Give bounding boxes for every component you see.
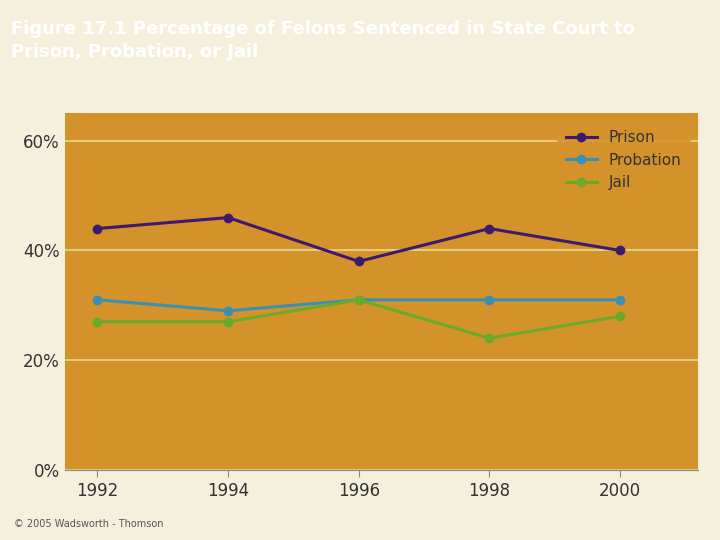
Legend: Prison, Probation, Jail: Prison, Probation, Jail	[557, 121, 690, 200]
Text: Figure 17.1 Percentage of Felons Sentenced in State Court to
Prison, Probation, : Figure 17.1 Percentage of Felons Sentenc…	[11, 20, 635, 62]
Probation	[93, 296, 102, 303]
Line: Jail: Jail	[94, 296, 624, 342]
Prison	[616, 247, 624, 254]
Prison	[93, 225, 102, 232]
Line: Prison: Prison	[94, 213, 624, 266]
Prison	[485, 225, 494, 232]
Jail	[224, 319, 233, 325]
Text: © 2005 Wadsworth - Thomson: © 2005 Wadsworth - Thomson	[14, 519, 164, 529]
Line: Probation: Probation	[94, 296, 624, 315]
Probation	[224, 308, 233, 314]
Jail	[354, 296, 363, 303]
Probation	[354, 296, 363, 303]
Probation	[485, 296, 494, 303]
Jail	[93, 319, 102, 325]
Jail	[485, 335, 494, 341]
Probation	[616, 296, 624, 303]
Prison	[354, 258, 363, 265]
Prison	[224, 214, 233, 221]
Jail	[616, 313, 624, 320]
